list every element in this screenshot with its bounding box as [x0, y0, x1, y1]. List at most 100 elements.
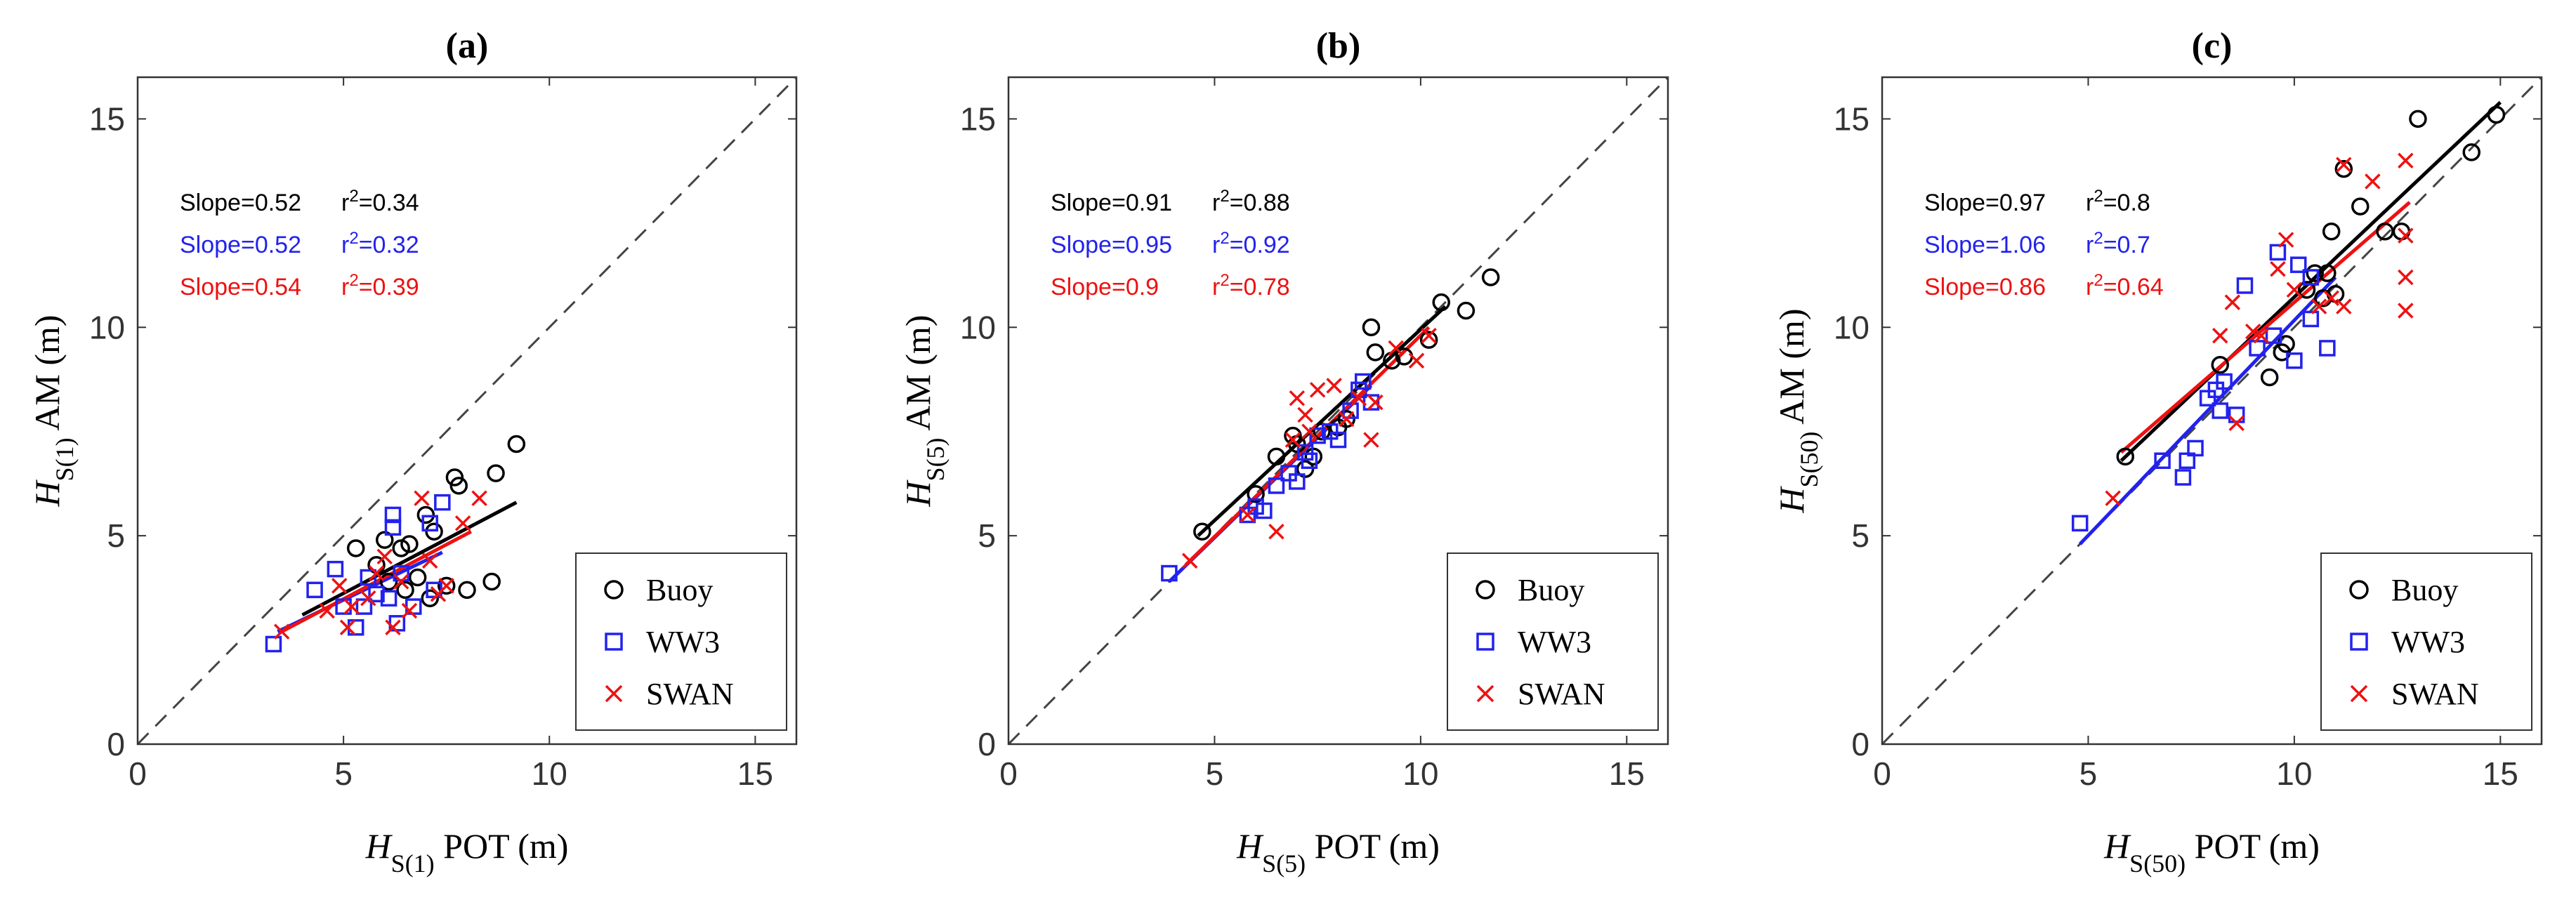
series-swan: [273, 490, 487, 640]
panel-title: (c): [2192, 26, 2233, 66]
y-tick-label: 15: [1834, 100, 1869, 137]
data-point-ww3: [1256, 502, 1273, 520]
data-point-ww3: [2319, 340, 2336, 357]
data-point-swan: [1339, 411, 1355, 428]
y-tick-label: 0: [1851, 726, 1869, 762]
series-ww3: [1161, 373, 1380, 582]
data-point-buoy: [1419, 331, 1438, 349]
data-point-swan: [421, 552, 438, 569]
data-point-buoy: [458, 581, 476, 600]
data-point-ww3: [384, 506, 402, 524]
r-squared-superscript: 2: [349, 187, 358, 206]
x-tick-label: 10: [1402, 755, 1438, 792]
r-squared-superscript: 2: [2094, 187, 2103, 206]
y-axis-label-suffix: AM (m): [1772, 308, 1811, 431]
data-point-buoy: [379, 572, 398, 591]
x-axis-label: HS(1) POT (m): [365, 826, 569, 878]
r-squared-value: =0.34: [359, 190, 419, 216]
x-axis-label-suffix: POT (m): [1306, 826, 1440, 866]
legend-marker-ww3: [1476, 633, 1494, 651]
data-point-ww3: [2071, 515, 2089, 532]
data-point-swan: [1301, 423, 1317, 439]
data-point-swan: [2286, 282, 2303, 298]
data-point-buoy: [392, 539, 410, 557]
data-point-swan: [1367, 394, 1384, 411]
data-point-ww3: [1289, 473, 1306, 490]
data-point-ww3: [355, 598, 373, 615]
legend-label-buoy: Buoy: [1518, 573, 1584, 607]
data-point-ww3: [2154, 452, 2171, 469]
r-squared-symbol: r: [1212, 274, 1220, 300]
x-tick-label: 10: [532, 755, 567, 792]
data-point-ww3: [2302, 269, 2320, 286]
y-tick-label: 10: [1834, 309, 1869, 345]
data-point-ww3: [384, 519, 402, 536]
legend-label-buoy: Buoy: [646, 573, 713, 607]
data-point-buoy: [2334, 159, 2353, 178]
data-point-swan: [2245, 323, 2261, 340]
data-point-buoy: [2297, 281, 2316, 299]
legend: Buoy WW3 SWAN: [2320, 552, 2532, 731]
series-swan: [2105, 152, 2414, 506]
r-squared-superscript: 2: [1220, 187, 1229, 206]
x-axis-label-subscript: S(1): [391, 849, 435, 878]
data-point-ww3: [265, 635, 282, 653]
series-ww3: [2071, 244, 2336, 532]
data-point-buoy: [1457, 301, 1476, 320]
y-axis-label: HS(5) AM (m): [898, 315, 949, 507]
r-squared-symbol: r: [2086, 190, 2094, 216]
y-tick-label: 15: [89, 100, 125, 137]
x-axis-label-symbol: H: [365, 826, 393, 866]
data-point-swan: [2105, 490, 2121, 506]
r-squared-annotation: r2=0.39: [341, 271, 419, 301]
data-point-swan: [1240, 507, 1256, 523]
data-point-buoy: [1432, 293, 1450, 312]
r-squared-superscript: 2: [349, 229, 358, 248]
data-point-swan: [1268, 523, 1284, 540]
data-point-swan: [2398, 227, 2414, 244]
data-point-buoy: [396, 581, 414, 600]
y-tick-label: 15: [960, 100, 996, 137]
r-squared-annotation: r2=0.32: [341, 229, 419, 259]
legend-label-swan: SWAN: [2391, 677, 2479, 711]
r-squared-annotation: r2=0.64: [2086, 271, 2164, 301]
data-point-swan: [376, 548, 393, 565]
slope-annotation: Slope=0.9: [1051, 274, 1159, 300]
data-point-ww3: [2269, 244, 2287, 261]
x-axis-label: HS(5) POT (m): [1236, 826, 1440, 878]
data-point-swan: [2224, 294, 2241, 310]
series-ww3: [265, 494, 451, 653]
data-point-swan: [339, 619, 356, 635]
x-tick-label: 5: [334, 755, 353, 792]
data-point-swan: [319, 602, 335, 619]
one-to-one-reference-line: [1007, 76, 1669, 746]
data-point-buoy: [437, 576, 456, 595]
r-squared-annotation: r2=0.8: [2086, 187, 2150, 217]
data-point-ww3: [1161, 564, 1178, 582]
x-tick-label: 15: [737, 755, 773, 792]
legend-label-swan: SWAN: [646, 677, 734, 711]
data-point-ww3: [1309, 427, 1326, 444]
r-squared-superscript: 2: [2094, 271, 2103, 290]
data-point-buoy: [2211, 355, 2229, 374]
r-squared-superscript: 2: [349, 271, 358, 290]
slope-annotation: Slope=0.54: [180, 274, 301, 300]
data-point-buoy: [2306, 264, 2324, 282]
r-squared-symbol: r: [2086, 232, 2094, 258]
data-point-ww3: [1354, 373, 1372, 390]
legend-label-ww3: WW3: [646, 625, 720, 659]
data-point-ww3: [2174, 469, 2192, 486]
r-squared-annotation: r2=0.92: [1212, 229, 1290, 259]
data-point-swan: [393, 574, 409, 590]
y-axis-label-subscript: S(5): [921, 437, 949, 481]
y-tick-label: 10: [89, 309, 125, 345]
plot-area-frame: [1007, 76, 1669, 746]
data-point-ww3: [368, 585, 385, 602]
series-buoy: [346, 435, 526, 607]
x-axis-label-subscript: S(5): [1262, 849, 1306, 878]
x-axis-label-suffix: POT (m): [2186, 826, 2320, 866]
data-point-buoy: [2260, 368, 2279, 387]
data-point-buoy: [1366, 343, 1385, 362]
data-point-ww3: [360, 569, 377, 586]
y-tick-label: 0: [978, 726, 996, 762]
